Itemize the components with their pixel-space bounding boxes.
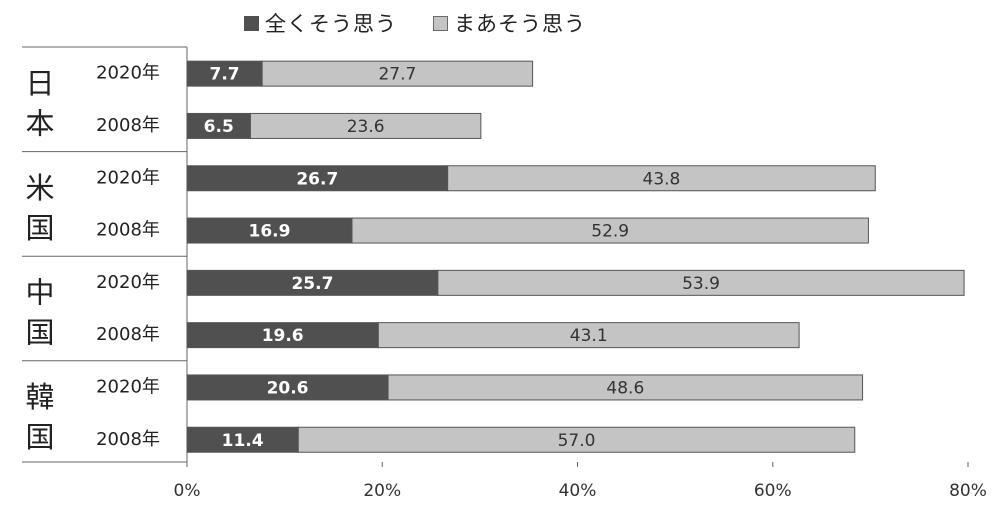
group-label-char: 米 xyxy=(25,171,54,205)
legend-label-strongly-agree: 全くそう思う xyxy=(265,12,397,36)
legend-swatch-dark xyxy=(244,15,259,31)
legend-item-strongly-agree: 全くそう思う xyxy=(244,8,397,38)
legend: 全くそう思う まあそう思う xyxy=(244,8,622,38)
group-label-char: 国 xyxy=(25,316,54,350)
bar-somewhat-agree xyxy=(351,217,869,244)
bar-somewhat-agree xyxy=(437,269,965,296)
data-label-somewhat-agree: 57.0 xyxy=(558,431,596,451)
group-label-char: 中 xyxy=(25,276,54,310)
data-label-somewhat-agree: 43.8 xyxy=(643,169,681,189)
legend-swatch-light xyxy=(433,15,448,31)
row-label: 2020年 xyxy=(96,167,160,188)
bar-somewhat-agree xyxy=(261,60,534,87)
data-label-strongly-agree: 19.6 xyxy=(262,326,304,346)
data-label-strongly-agree: 26.7 xyxy=(296,169,338,189)
row-label: 2008年 xyxy=(96,429,160,450)
group-label-char: 本 xyxy=(25,106,54,140)
row-label: 2020年 xyxy=(96,376,160,397)
row-label: 2008年 xyxy=(96,115,160,136)
data-label-strongly-agree: 7.7 xyxy=(210,65,240,85)
group-label-char: 国 xyxy=(25,420,54,454)
data-label-somewhat-agree: 52.9 xyxy=(591,222,629,242)
data-label-somewhat-agree: 23.6 xyxy=(347,117,385,137)
x-tick-label: 20% xyxy=(363,481,401,501)
bar-somewhat-agree xyxy=(447,165,876,192)
data-label-strongly-agree: 11.4 xyxy=(222,431,264,451)
x-tick-label: 80% xyxy=(949,481,987,501)
group-label-char: 韓 xyxy=(25,380,54,414)
x-tick-label: 40% xyxy=(559,481,597,501)
data-label-somewhat-agree: 53.9 xyxy=(682,274,720,294)
bar-strongly-agree xyxy=(186,374,389,401)
bar-somewhat-agree xyxy=(377,322,800,349)
data-label-strongly-agree: 20.6 xyxy=(267,378,309,398)
bar-somewhat-agree xyxy=(297,426,856,453)
x-tick-label: 60% xyxy=(754,481,792,501)
data-label-strongly-agree: 25.7 xyxy=(291,274,333,294)
legend-item-somewhat-agree: まあそう思う xyxy=(433,8,586,38)
data-label-strongly-agree: 6.5 xyxy=(204,117,234,137)
data-label-somewhat-agree: 43.1 xyxy=(570,326,608,346)
group-label-char: 日 xyxy=(25,66,54,100)
bar-somewhat-agree xyxy=(387,374,864,401)
row-label: 2020年 xyxy=(96,63,160,84)
data-label-somewhat-agree: 48.6 xyxy=(606,378,644,398)
data-label-somewhat-agree: 27.7 xyxy=(378,65,416,85)
row-label: 2008年 xyxy=(96,324,160,345)
data-label-strongly-agree: 16.9 xyxy=(249,222,291,242)
group-label-char: 国 xyxy=(25,211,54,245)
bar-somewhat-agree xyxy=(249,112,482,139)
row-label: 2020年 xyxy=(96,272,160,293)
row-label: 2008年 xyxy=(96,220,160,241)
x-tick-label: 0% xyxy=(174,481,201,501)
bar-strongly-agree xyxy=(186,426,299,453)
legend-label-somewhat-agree: まあそう思う xyxy=(454,12,586,36)
